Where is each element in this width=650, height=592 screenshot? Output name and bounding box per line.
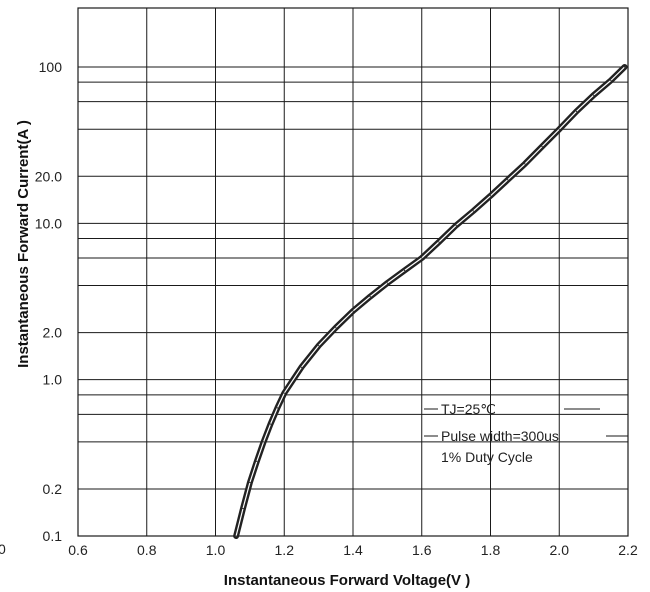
annotation-line-3: 1% Duty Cycle [441,449,533,465]
forward-current-curve [233,64,628,539]
curve-point [403,269,406,271]
curve-point [455,224,457,227]
x-tick-label: 1.8 [481,542,501,558]
curve-point [352,310,354,312]
curve-point [575,110,578,112]
y-tick-label: 0.1 [43,528,63,544]
x-tick-label: 1.2 [275,542,295,558]
curve-point [249,481,251,484]
curve-point [369,295,371,298]
curve-point [242,507,244,510]
curve-point [386,282,388,284]
x-tick-label: 0.6 [68,542,88,558]
y-tick-label: 1.0 [43,372,63,388]
curve-point [623,66,626,68]
x-tick-label: 2.2 [618,542,638,558]
x-tick-label: 1.0 [206,542,226,558]
curve-point [263,441,265,443]
curve-point [335,327,337,329]
stray-tick-label: 0 [0,541,6,557]
legend-annotation: TJ=25℃ Pulse width=300us 1% Duty Cycle [424,401,628,465]
annotation-line-1: TJ=25℃ [441,401,496,417]
curve-point [472,210,474,212]
curve-point [610,79,612,82]
curve-point [489,195,492,197]
annotation-line-2: Pulse width=300us [441,428,559,444]
x-tick-label: 0.8 [137,542,157,558]
curve-point [421,257,423,259]
curve-point [256,460,258,463]
x-axis-label: Instantaneous Forward Voltage(V ) [224,572,470,589]
x-tick-label: 1.4 [343,542,363,558]
curve-point [300,366,303,368]
curve-point [276,407,278,409]
curve-point [524,163,526,165]
curve-point [541,145,543,148]
curve-layer [233,64,628,539]
grid-layer [77,8,629,537]
curve-point [558,128,560,130]
y-axis-label: Instantaneous Forward Current(A ) [15,120,32,368]
curve-point [507,179,509,181]
x-tick-label: 2.0 [550,542,570,558]
forward-current-curve-highlight [235,66,626,537]
y-tick-label: 2.0 [43,325,63,341]
curve-point [438,241,440,243]
curve-point [235,535,237,537]
y-tick-labels: 0.1 0.2 1.0 2.0 10.0 20.0 100 [35,59,62,544]
y-tick-label: 20.0 [35,168,62,184]
curve-point [269,423,272,425]
plot-frame [77,7,629,537]
y-tick-label: 0.2 [43,481,63,497]
curve-point [593,94,595,96]
x-tick-labels: 0.6 0.8 1.0 1.2 1.4 1.6 1.8 2.0 2.2 [68,542,638,558]
curve-point [283,392,285,394]
y-tick-label: 100 [39,59,63,75]
curve-point [318,345,320,347]
y-tick-label: 10.0 [35,215,62,231]
x-tick-label: 1.6 [412,542,432,558]
